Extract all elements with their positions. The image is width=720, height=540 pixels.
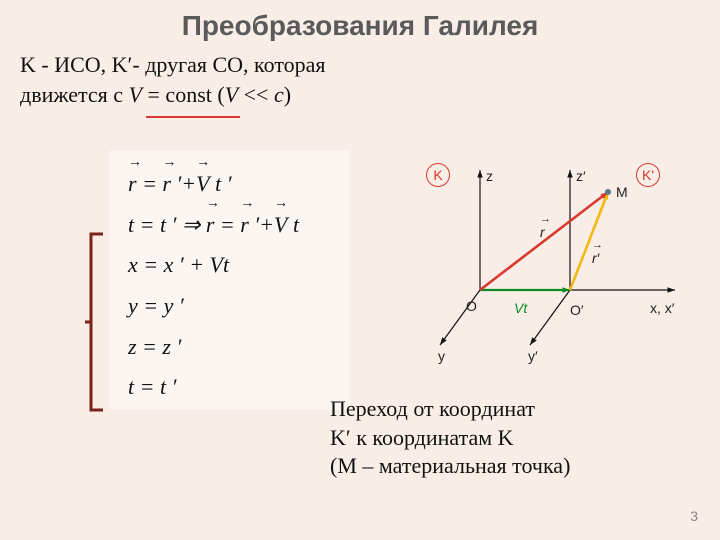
eq-line-6: t = t ′ bbox=[128, 367, 340, 408]
coordinate-diagram: zz′x, x′yy′OO′MVtr→r′→ bbox=[420, 150, 700, 360]
underline-v-const bbox=[146, 116, 240, 118]
eq-line-2: t = t ′ ⇒ r = r ′+V t bbox=[128, 205, 340, 246]
vec-r: r bbox=[128, 164, 137, 205]
subtitle-line1: K - ИСО, K′- другая СО, которая bbox=[20, 52, 326, 77]
subtitle-V2: V bbox=[225, 82, 238, 107]
diag-label-rp: r′→ bbox=[592, 250, 599, 266]
eq-line-1: r = r ′+V t ′ bbox=[128, 164, 340, 205]
caption-line3: (М – материальная точка) bbox=[330, 453, 570, 478]
vec-rp: r bbox=[162, 164, 171, 205]
subtitle-c: c bbox=[274, 82, 284, 107]
diagram-svg bbox=[420, 150, 700, 360]
subtitle-line2g: ) bbox=[284, 82, 291, 107]
diag-label-Op: O′ bbox=[570, 302, 584, 318]
caption-line2: K′ к координатам K bbox=[330, 425, 514, 450]
subtitle: K - ИСО, K′- другая СО, которая движется… bbox=[0, 42, 720, 109]
eq-line-3: x = x ′ + Vt bbox=[128, 245, 340, 286]
page-title: Преобразования Галилея bbox=[0, 0, 720, 42]
diag-label-x: x, x′ bbox=[650, 300, 674, 316]
diag-label-Vt: Vt bbox=[514, 300, 527, 316]
diag-label-r: r→ bbox=[540, 224, 545, 240]
page-number: 3 bbox=[690, 508, 698, 524]
bracket-icon bbox=[85, 232, 107, 412]
subtitle-line2e: << bbox=[238, 82, 274, 107]
eq-line-5: z = z ′ bbox=[128, 327, 340, 368]
caption: Переход от координат K′ к координатам K … bbox=[330, 395, 690, 481]
eq-line-4: y = y ′ bbox=[128, 286, 340, 327]
diag-label-O: O bbox=[466, 298, 477, 314]
subtitle-V1: V bbox=[129, 82, 142, 107]
diag-label-M: M bbox=[616, 184, 628, 200]
subtitle-line2c: = const ( bbox=[142, 82, 225, 107]
diag-label-zp: z′ bbox=[576, 168, 586, 184]
equations-box: r = r ′+V t ′ t = t ′ ⇒ r = r ′+V t x = … bbox=[110, 150, 350, 410]
diag-label-yp: y′ bbox=[528, 348, 538, 364]
subtitle-line2a: движется с bbox=[20, 82, 129, 107]
caption-line1: Переход от координат bbox=[330, 396, 535, 421]
diag-label-y: y bbox=[438, 348, 445, 364]
diag-label-z: z bbox=[486, 168, 493, 184]
